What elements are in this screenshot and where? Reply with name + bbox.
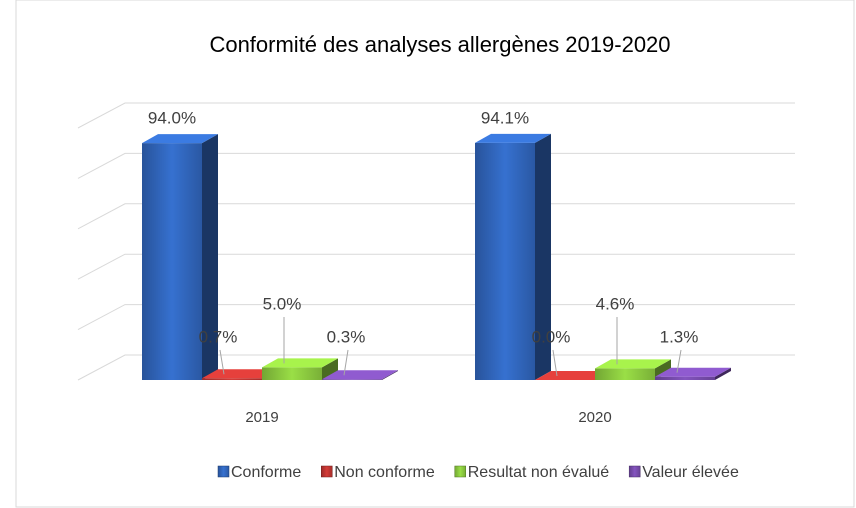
leader-line xyxy=(676,349,682,373)
data-label: 94.0% xyxy=(148,109,196,128)
bar-front xyxy=(262,367,322,380)
data-label: 94.1% xyxy=(481,108,529,127)
bar-top xyxy=(655,367,731,377)
legend-label: Conforme xyxy=(231,464,301,481)
bar xyxy=(535,371,611,380)
x-tick-label: 2019 xyxy=(245,409,278,426)
data-label: 0.3% xyxy=(327,327,366,346)
grid-line xyxy=(77,354,795,381)
bar xyxy=(655,367,731,380)
data-label: 0.7% xyxy=(199,327,238,346)
chart-border xyxy=(15,0,855,508)
bar xyxy=(475,133,551,380)
x-tick-label: 2020 xyxy=(578,409,611,426)
bar-top xyxy=(202,369,278,379)
bar-side xyxy=(202,134,218,380)
data-label: 0.0% xyxy=(532,327,571,346)
leader-line xyxy=(219,349,225,375)
grid-line xyxy=(77,253,795,280)
bar-side xyxy=(382,370,398,380)
data-label: 5.0% xyxy=(263,294,302,313)
bar-front xyxy=(595,368,655,380)
legend-label: Non conforme xyxy=(334,464,435,481)
grid-line xyxy=(77,102,795,129)
bar xyxy=(262,358,338,380)
bar-top xyxy=(142,134,218,144)
grid-line xyxy=(77,203,795,230)
bar-front xyxy=(202,378,262,380)
bar-side xyxy=(535,133,551,380)
legend-swatch xyxy=(454,465,466,478)
legend-label: Resultat non évalué xyxy=(468,464,610,481)
legend-swatch xyxy=(321,465,333,478)
bar-front xyxy=(322,379,382,380)
bar-top xyxy=(595,359,671,369)
bar xyxy=(322,370,398,380)
bar-top xyxy=(475,133,551,143)
bar-top xyxy=(322,370,398,380)
legend-label: Valeur élevée xyxy=(642,464,739,481)
data-label: 4.6% xyxy=(596,294,635,313)
grid-line xyxy=(77,152,795,179)
bar-top xyxy=(262,358,338,368)
leader-line xyxy=(343,349,349,376)
bar-front xyxy=(475,142,535,380)
bar-front xyxy=(655,376,715,380)
chart-title: Conformité des analyses allergènes 2019-… xyxy=(209,32,670,57)
bar-front xyxy=(142,143,202,380)
bar-side xyxy=(715,367,731,380)
bar xyxy=(142,134,218,380)
leader-line xyxy=(552,349,558,377)
grid-line xyxy=(77,304,795,331)
data-label: 1.3% xyxy=(660,327,699,346)
legend-swatch xyxy=(628,465,641,478)
legend-swatch xyxy=(217,465,230,478)
bar-top xyxy=(535,371,611,380)
bar-side xyxy=(322,358,338,380)
